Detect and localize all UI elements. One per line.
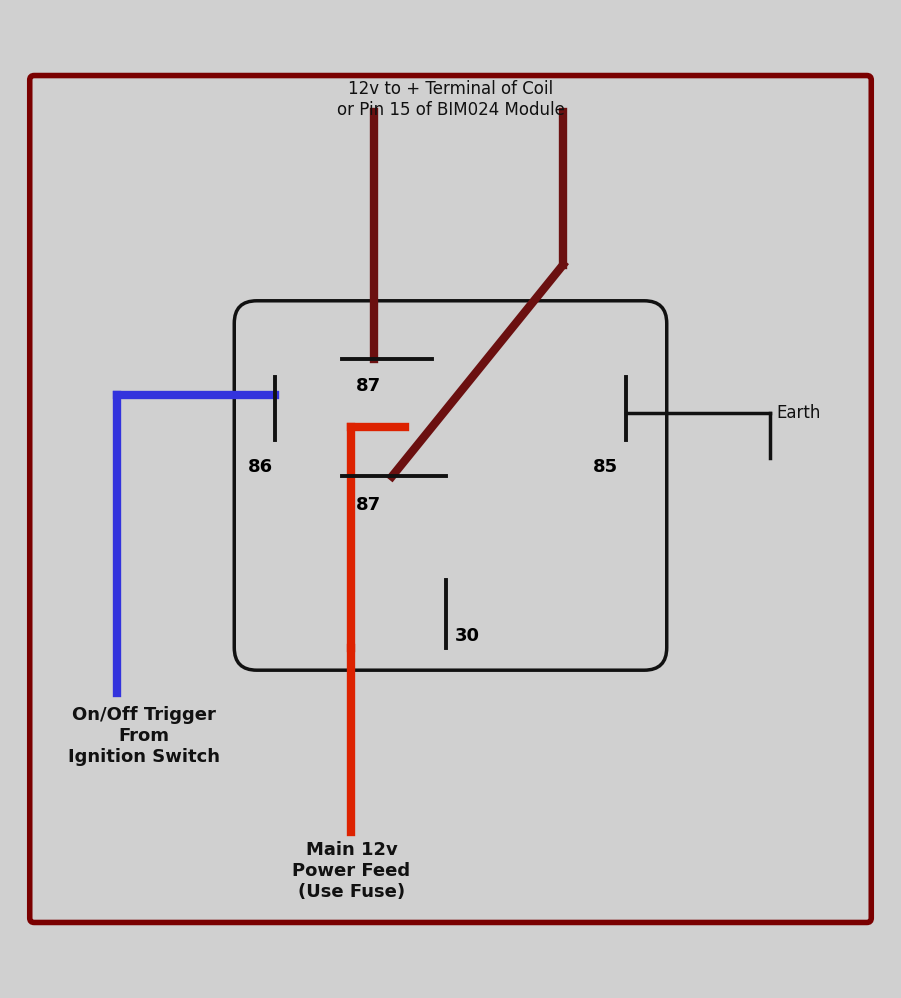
Text: 85: 85 <box>593 458 618 476</box>
FancyBboxPatch shape <box>30 76 871 922</box>
Text: 86: 86 <box>248 458 273 476</box>
Text: 87: 87 <box>356 377 381 395</box>
FancyBboxPatch shape <box>234 300 667 671</box>
Text: Earth: Earth <box>777 404 821 422</box>
Text: On/Off Trigger
From
Ignition Switch: On/Off Trigger From Ignition Switch <box>68 707 220 765</box>
Text: 30: 30 <box>455 627 480 645</box>
Text: 87: 87 <box>356 496 381 514</box>
Text: 12v to + Terminal of Coil
or Pin 15 of BIM024 Module: 12v to + Terminal of Coil or Pin 15 of B… <box>337 80 564 119</box>
Text: Main 12v
Power Feed
(Use Fuse): Main 12v Power Feed (Use Fuse) <box>292 841 411 901</box>
